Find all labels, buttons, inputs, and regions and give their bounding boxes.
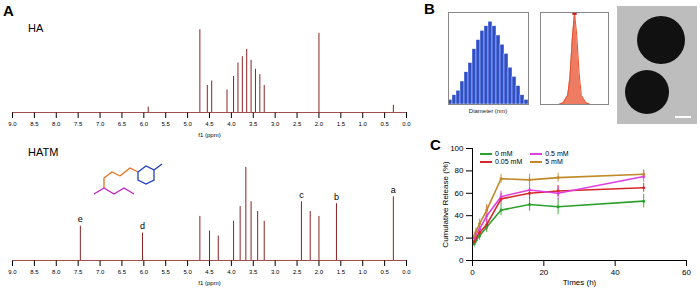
svg-text:3.0: 3.0 <box>271 121 280 127</box>
svg-text:80: 80 <box>455 166 464 175</box>
svg-text:3.0: 3.0 <box>271 269 280 275</box>
html-text:C: C <box>430 136 441 153</box>
svg-text:8.0: 8.0 <box>52 269 61 275</box>
svg-text:6.5: 6.5 <box>118 121 127 127</box>
svg-text:f1 (ppm): f1 (ppm) <box>198 280 220 286</box>
html-text:HATM: HATM <box>28 146 59 158</box>
svg-text:5.0: 5.0 <box>183 121 192 127</box>
svg-text:4.0: 4.0 <box>227 269 236 275</box>
svg-text:2.0: 2.0 <box>315 121 324 127</box>
svg-text:7.5: 7.5 <box>74 121 83 127</box>
svg-text:1.0: 1.0 <box>359 121 368 127</box>
svg-text:5.5: 5.5 <box>162 269 171 275</box>
svg-text:7.0: 7.0 <box>96 269 105 275</box>
svg-text:60: 60 <box>455 189 464 198</box>
svg-text:2.5: 2.5 <box>293 269 302 275</box>
svg-text:0.5: 0.5 <box>380 121 389 127</box>
svg-text:0: 0 <box>459 256 464 265</box>
svg-text:8.5: 8.5 <box>30 269 39 275</box>
svg-text:8.0: 8.0 <box>52 121 61 127</box>
svg-text:0: 0 <box>470 268 475 277</box>
svg-text:7.5: 7.5 <box>74 269 83 275</box>
svg-text:40: 40 <box>455 211 464 220</box>
svg-text:8.5: 8.5 <box>30 121 39 127</box>
html-text:HA: HA <box>28 22 44 34</box>
svg-text:4.5: 4.5 <box>205 269 214 275</box>
html-text:A: A <box>3 2 14 19</box>
svg-text:60: 60 <box>682 268 691 277</box>
html-text:Diameter (nm): Diameter (nm) <box>468 108 508 114</box>
svg-text:f1 (ppm): f1 (ppm) <box>198 132 220 138</box>
svg-text:2.5: 2.5 <box>293 121 302 127</box>
svg-text:20: 20 <box>455 234 464 243</box>
svg-text:a: a <box>391 185 396 195</box>
svg-text:b: b <box>334 192 339 202</box>
svg-text:c: c <box>299 190 304 200</box>
svg-text:0.0: 0.0 <box>402 269 411 275</box>
html-text:0 mM: 0 mM <box>495 150 513 157</box>
svg-text:9.0: 9.0 <box>8 121 17 127</box>
svg-text:e: e <box>78 214 83 224</box>
svg-text:3.5: 3.5 <box>249 269 258 275</box>
svg-text:20: 20 <box>539 268 548 277</box>
svg-text:4.5: 4.5 <box>205 121 214 127</box>
svg-text:6.5: 6.5 <box>118 269 127 275</box>
svg-text:d: d <box>140 221 145 231</box>
svg-text:5.5: 5.5 <box>162 121 171 127</box>
svg-text:100: 100 <box>450 144 464 153</box>
svg-text:6.0: 6.0 <box>140 121 149 127</box>
html-text:5 mM: 5 mM <box>545 158 563 165</box>
svg-text:1.0: 1.0 <box>359 269 368 275</box>
svg-text:1.5: 1.5 <box>337 121 346 127</box>
svg-text:4.0: 4.0 <box>227 121 236 127</box>
svg-text:0.5: 0.5 <box>380 269 389 275</box>
svg-text:1.5: 1.5 <box>337 269 346 275</box>
svg-text:9.0: 9.0 <box>8 269 17 275</box>
svg-text:5.0: 5.0 <box>183 269 192 275</box>
html-text:0.05 mM: 0.05 mM <box>495 158 523 165</box>
html-text:0.5 mM: 0.5 mM <box>545 150 569 157</box>
svg-text:7.0: 7.0 <box>96 121 105 127</box>
html-text:B: B <box>424 0 435 17</box>
svg-text:Cumulative Release (%): Cumulative Release (%) <box>441 161 450 248</box>
svg-text:0.0: 0.0 <box>402 121 411 127</box>
svg-text:40: 40 <box>611 268 620 277</box>
svg-text:6.0: 6.0 <box>140 269 149 275</box>
svg-text:Times (h): Times (h) <box>563 278 597 287</box>
svg-text:2.0: 2.0 <box>315 269 324 275</box>
svg-text:3.5: 3.5 <box>249 121 258 127</box>
